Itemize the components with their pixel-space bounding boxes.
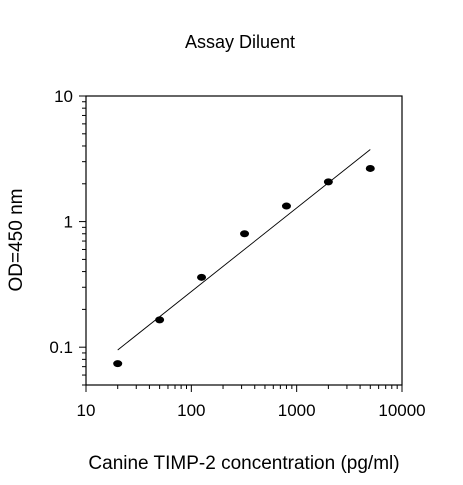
- y-tick-label: 0.1: [49, 338, 73, 357]
- x-tick-label: 100: [177, 401, 205, 420]
- y-axis-ticks: 0.1 1 10: [49, 87, 86, 386]
- x-tick-label: 10000: [378, 401, 425, 420]
- plot-frame: [85, 95, 403, 386]
- y-tick-label: 10: [54, 87, 73, 106]
- data-point: [240, 230, 250, 238]
- x-tick-label: 10: [77, 401, 96, 420]
- data-point: [155, 316, 165, 324]
- data-point: [365, 164, 375, 172]
- x-axis-ticks: 10 100 1000 10000: [77, 385, 426, 420]
- y-tick-label: 1: [64, 213, 73, 232]
- data-point: [281, 202, 291, 210]
- x-tick-label: 1000: [278, 401, 316, 420]
- data-point: [323, 178, 333, 186]
- data-point: [113, 360, 123, 368]
- data-points-layer: [113, 164, 375, 368]
- y-axis-label: OD=450 nm: [6, 189, 27, 292]
- chart-title: Assay Diluent: [185, 32, 295, 52]
- x-axis-label: Canine TIMP-2 concentration (pg/ml): [88, 453, 399, 474]
- data-point: [197, 273, 207, 281]
